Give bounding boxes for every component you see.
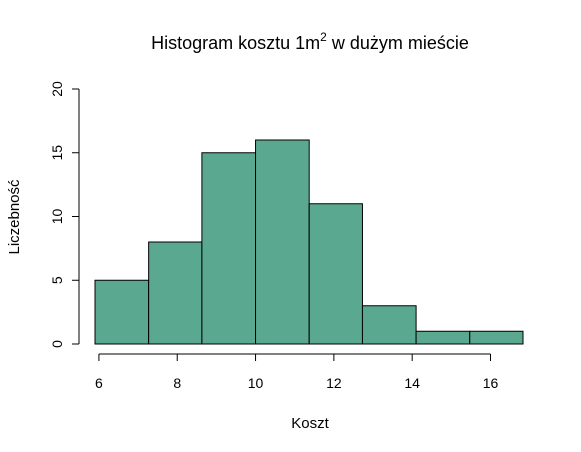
chart-title: Histogram kosztu 1m2 w dużym mieście (151, 30, 469, 53)
x-axis: 6 8 10 12 14 16 (95, 353, 499, 391)
histogram-bar (469, 330, 524, 345)
x-tick-label: 6 (95, 375, 103, 391)
y-tick-label: 0 (49, 340, 65, 348)
histogram-bar (148, 241, 203, 345)
y-tick-label: 20 (49, 81, 65, 97)
histogram-bar (94, 279, 150, 345)
chart-title-main: Histogram kosztu 1m (151, 33, 320, 53)
histogram-bar (255, 139, 310, 345)
chart-title-superscript: 2 (320, 30, 327, 44)
x-tick-label: 10 (248, 375, 264, 391)
histogram-bar (201, 152, 257, 345)
y-axis: 0 5 10 15 20 (49, 81, 80, 348)
x-tick-label: 12 (326, 375, 342, 391)
chart-title-suffix: w dużym mieście (327, 33, 469, 53)
x-axis-label: Koszt (291, 415, 329, 432)
histogram-bar (308, 203, 363, 345)
y-tick-label: 5 (49, 276, 65, 284)
x-tick-label: 14 (404, 375, 420, 391)
y-axis-label: Liczebność (6, 179, 23, 255)
y-tick-label: 10 (49, 209, 65, 225)
x-tick-label: 8 (173, 375, 181, 391)
x-tick-label: 16 (483, 375, 499, 391)
histogram-bars (94, 139, 524, 345)
y-tick-label: 15 (49, 145, 65, 161)
histogram-bar (361, 305, 417, 345)
histogram-bar (415, 330, 471, 345)
